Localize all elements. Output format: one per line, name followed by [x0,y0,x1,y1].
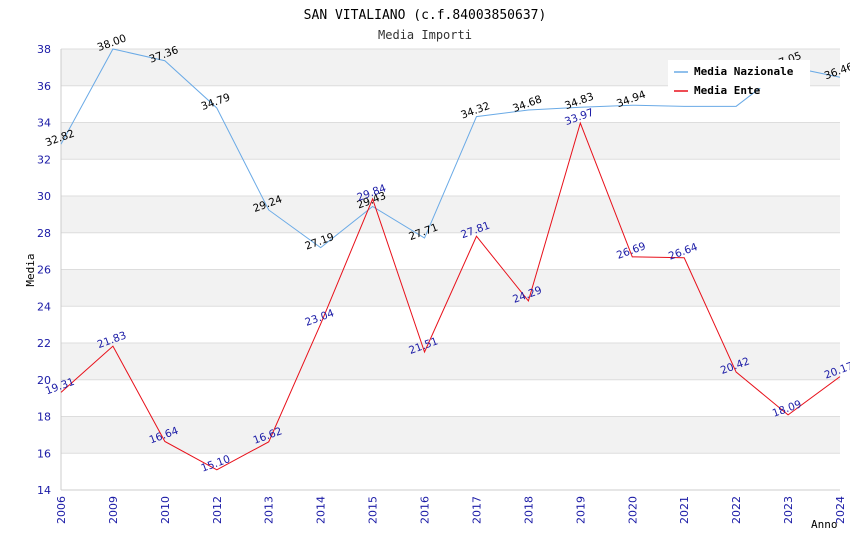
x-tick-label: 2015 [367,496,380,524]
grid-band [61,122,840,160]
chart-subtitle: Media Importi [378,28,472,42]
y-tick-label: 24 [37,300,51,313]
x-tick-label: 2017 [470,496,483,524]
x-tick-label: 2012 [211,496,224,524]
data-label-nazionale: 34.94 [615,89,648,111]
data-label-ente: 26.69 [615,240,647,262]
grid-band [61,196,840,233]
grid-band [61,416,840,454]
y-tick-labels: 14 16 18 20 22 24 26 28 30 32 34 36 38 [37,43,51,497]
series-line-media-ente [60,121,841,471]
data-label-nazionale: 27.19 [303,231,335,253]
x-tick-label: 2009 [107,496,120,524]
legend: Media Nazionale Media Ente [668,60,810,97]
y-tick-label: 34 [37,117,51,130]
x-tick-label: 2021 [678,496,691,524]
x-tick-label: 2013 [263,496,276,524]
grid-bands [61,49,840,454]
x-tick-label: 2014 [315,496,328,524]
data-label-ente: 26.64 [667,241,700,263]
y-axis-label: Media [24,253,37,286]
y-tick-label: 16 [37,447,51,460]
grid-band [61,269,840,307]
y-tick-label: 20 [37,374,51,387]
legend-box [668,60,810,88]
axes [60,49,840,491]
y-tick-label: 30 [37,190,51,203]
x-tick-label: 2018 [522,496,535,524]
x-tick-label: 2010 [159,496,172,524]
y-tick-label: 32 [37,153,51,166]
x-tick-label: 2020 [626,496,639,524]
legend-label-nazionale: Media Nazionale [694,65,794,78]
x-tick-label: 2024 [834,496,847,524]
y-tick-label: 28 [37,227,51,240]
series-lines [60,48,841,471]
y-tick-label: 38 [37,43,51,56]
data-label-nazionale: 34.79 [200,91,232,113]
x-tick-labels: 2006 2009 2010 2012 2013 2014 2015 2016 2017 2018… [55,496,847,524]
grid-band [61,343,840,380]
x-axis-label: Anno [811,518,838,531]
x-tick-label: 2019 [574,496,587,524]
chart-title: SAN VITALIANO (c.f.84003850637) [304,8,547,23]
data-labels: 32.8238.0037.3634.7929.2427.1929.4327.71… [44,32,850,474]
x-tick-label: 2023 [782,496,795,524]
data-label-nazionale: 34.68 [511,93,543,115]
y-tick-label: 18 [37,411,51,424]
y-tick-label: 22 [37,337,51,350]
grid-lines [61,48,840,491]
series-line-media-nazionale [60,48,841,249]
legend-label-ente: Media Ente [694,84,761,97]
x-tick-label: 2016 [419,496,432,524]
x-tick-label: 2006 [55,496,68,524]
y-tick-label: 14 [37,484,51,497]
y-tick-label: 26 [37,264,51,277]
x-tick-label: 2022 [730,496,743,524]
y-tick-label: 36 [37,80,51,93]
data-label-ente: 15.10 [200,453,232,475]
